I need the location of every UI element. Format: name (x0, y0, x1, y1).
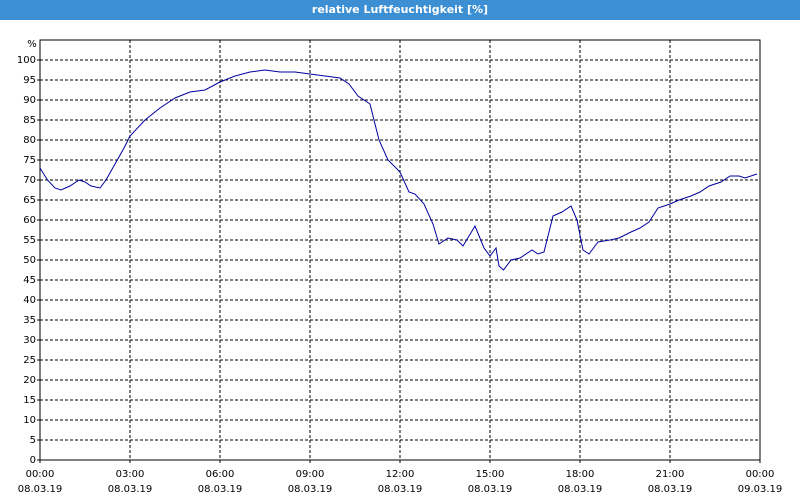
title-bar: relative Luftfeuchtigkeit [%] (0, 0, 800, 20)
x-tick-date: 08.03.19 (18, 484, 63, 495)
y-tick-label: 20 (23, 375, 36, 386)
y-tick-label: 100 (17, 55, 36, 66)
y-tick-label: 75 (23, 155, 36, 166)
x-tick-label: 18:00 (566, 469, 595, 480)
y-tick-label: 40 (23, 295, 36, 306)
y-tick-label: 45 (23, 275, 36, 286)
x-tick-label: 06:00 (206, 469, 235, 480)
x-tick-label: 15:00 (476, 469, 505, 480)
chart: % 0 5 10 15 20 25 30 35 40 45 50 55 60 65 70 75 80 85 90 95… (17, 39, 783, 495)
x-tick-date: 08.03.19 (468, 484, 513, 495)
y-tick-label: 0 (30, 455, 36, 466)
x-tick-date: 08.03.19 (558, 484, 603, 495)
x-tick-label: 12:00 (386, 469, 415, 480)
y-tick-label: 35 (23, 315, 36, 326)
x-tick-date: 08.03.19 (378, 484, 423, 495)
y-tick-label: 25 (23, 355, 36, 366)
x-tick-label: 21:00 (656, 469, 685, 480)
y-tick-label: 95 (23, 75, 36, 86)
y-tick-label: 5 (30, 435, 36, 446)
x-tick-label: 00:00 (746, 469, 775, 480)
y-tick-label: 50 (23, 255, 36, 266)
x-tick-date: 08.03.19 (108, 484, 153, 495)
y-tick-label: 15 (23, 395, 36, 406)
y-tick-label: 85 (23, 115, 36, 126)
data-line (39, 69, 758, 271)
x-tick-date: 09.03.19 (738, 484, 783, 495)
y-tick-label: 30 (23, 335, 36, 346)
y-tick-label: 90 (23, 95, 36, 106)
x-tick-date: 08.03.19 (288, 484, 333, 495)
x-tick-label: 09:00 (296, 469, 325, 480)
y-tick-label: 10 (23, 415, 36, 426)
y-tick-label: 65 (23, 195, 36, 206)
x-tick-label: 00:00 (26, 469, 55, 480)
y-tick-label: 70 (23, 175, 36, 186)
x-tick-label: 03:00 (116, 469, 145, 480)
x-tick-date: 08.03.19 (648, 484, 693, 495)
y-tick-label: 55 (23, 235, 36, 246)
y-tick-label: 60 (23, 215, 36, 226)
y-tick-label: 80 (23, 135, 36, 146)
y-axis-label: % (27, 39, 37, 50)
x-tick-date: 08.03.19 (198, 484, 243, 495)
